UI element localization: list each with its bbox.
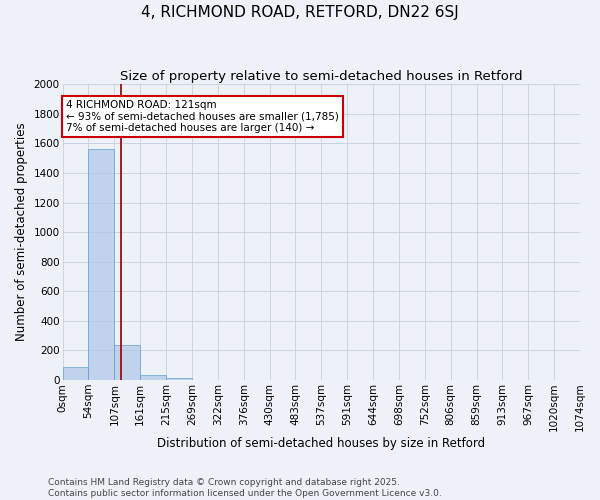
Bar	[140, 375, 166, 380]
Bar	[166, 378, 192, 380]
Bar	[88, 150, 115, 380]
X-axis label: Distribution of semi-detached houses by size in Retford: Distribution of semi-detached houses by …	[157, 437, 485, 450]
Bar	[62, 366, 88, 380]
Bar	[115, 344, 140, 380]
Text: 4, RICHMOND ROAD, RETFORD, DN22 6SJ: 4, RICHMOND ROAD, RETFORD, DN22 6SJ	[141, 5, 459, 20]
Text: Contains HM Land Registry data © Crown copyright and database right 2025.
Contai: Contains HM Land Registry data © Crown c…	[48, 478, 442, 498]
Title: Size of property relative to semi-detached houses in Retford: Size of property relative to semi-detach…	[120, 70, 523, 83]
Y-axis label: Number of semi-detached properties: Number of semi-detached properties	[15, 123, 28, 342]
Text: 4 RICHMOND ROAD: 121sqm
← 93% of semi-detached houses are smaller (1,785)
7% of : 4 RICHMOND ROAD: 121sqm ← 93% of semi-de…	[66, 100, 339, 133]
